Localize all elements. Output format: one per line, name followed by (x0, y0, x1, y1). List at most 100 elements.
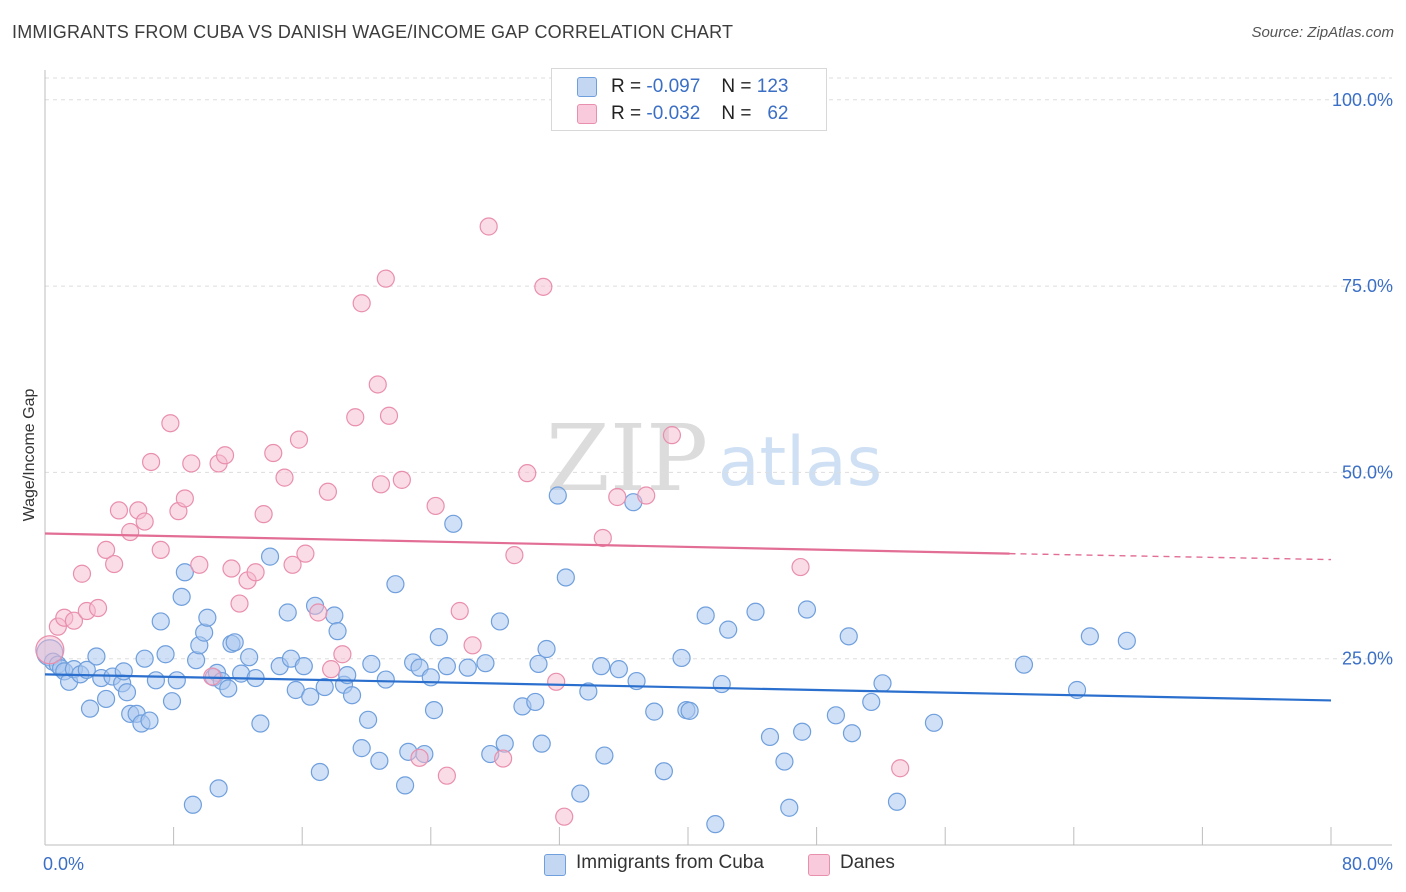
data-point-danes (662, 426, 682, 445)
legend-r-label: R = (611, 76, 642, 97)
y-tick-label: 100.0% (1332, 90, 1393, 110)
watermark-atlas: atlas (718, 423, 882, 502)
data-point-danes (215, 446, 235, 465)
data-point-cuba (370, 751, 389, 770)
legend-r-value: -0.032 (646, 103, 701, 124)
data-point-danes (121, 522, 140, 542)
data-point-cuba (162, 692, 182, 711)
data-point-cuba (429, 627, 448, 647)
data-point-danes (368, 375, 387, 394)
data-point-cuba (476, 654, 495, 673)
data-point-cuba (775, 752, 794, 771)
legend-n-label: N = (721, 76, 752, 97)
data-point-cuba (458, 658, 477, 677)
data-point-danes (379, 406, 399, 425)
data-point-cuba (595, 746, 614, 765)
data-point-cuba (352, 739, 371, 758)
data-point-danes (161, 414, 180, 433)
data-point-cuba (826, 706, 845, 725)
data-point-danes (151, 540, 170, 560)
data-point-danes (135, 512, 154, 531)
data-point-cuba (526, 692, 545, 712)
data-point-cuba (135, 649, 154, 668)
data-point-cuba (278, 603, 297, 622)
data-point-cuba (294, 657, 313, 676)
data-point-danes (608, 487, 627, 507)
data-point-danes (333, 645, 352, 664)
data-point-danes (296, 544, 315, 563)
data-point-cuba (156, 645, 175, 664)
data-point-cuba (198, 608, 217, 627)
data-point-danes (463, 636, 482, 655)
data-point-danes (505, 546, 524, 565)
data-point-danes (322, 660, 341, 679)
x-tick-label-left: 0.0% (43, 854, 84, 874)
data-point-cuba (183, 795, 202, 814)
data-point-danes (547, 672, 566, 691)
data-point-cuba (87, 647, 106, 666)
data-point-cuba (1014, 655, 1034, 674)
data-point-cuba (672, 648, 691, 668)
legend-r-label: R = (611, 103, 642, 124)
data-point-cuba (706, 815, 725, 834)
data-point-danes (96, 540, 116, 560)
data-point-cuba (424, 701, 444, 720)
bottom-legend-swatch-cuba (544, 854, 566, 876)
data-point-cuba (117, 683, 137, 702)
legend-n-label: N = (721, 103, 752, 124)
data-point-danes (352, 294, 371, 313)
data-point-cuba (609, 660, 628, 679)
data-point-cuba (537, 639, 556, 659)
data-point-cuba (532, 734, 551, 753)
data-point-cuba (395, 776, 415, 795)
legend-r-value: -0.097 (646, 76, 701, 97)
data-point-cuba (376, 670, 395, 689)
chart-title: IMMIGRANTS FROM CUBA VS DANISH WAGE/INCO… (12, 22, 734, 42)
data-point-danes (175, 489, 194, 508)
data-point-cuba (359, 710, 378, 729)
data-point-cuba (167, 671, 186, 690)
data-point-cuba (310, 762, 329, 782)
data-point-danes (309, 603, 328, 622)
data-point-danes (346, 408, 365, 427)
y-tick-label: 25.0% (1342, 649, 1393, 669)
data-point-cuba (325, 606, 344, 625)
trend-line-danes-extrapolated (1009, 552, 1332, 561)
data-point-danes (318, 482, 338, 501)
data-point-danes (275, 468, 294, 487)
data-point-cuba (225, 633, 244, 652)
data-point-cuba (548, 486, 567, 505)
bottom-legend-swatch-danes (808, 854, 830, 876)
data-point-danes (410, 748, 429, 767)
data-point-cuba (592, 657, 611, 676)
data-point-danes (593, 528, 612, 548)
data-point-cuba (842, 724, 862, 743)
data-point-danes (64, 611, 84, 630)
data-point-cuba (1080, 627, 1099, 646)
data-point-danes (371, 475, 391, 494)
data-point-cuba (175, 563, 194, 582)
data-point-danes (392, 470, 411, 489)
data-point-cuba (209, 779, 228, 798)
data-point-cuba (444, 514, 463, 533)
data-point-cuba (96, 689, 116, 709)
data-point-cuba (712, 674, 731, 694)
data-point-danes (534, 277, 553, 296)
data-point-cuba (151, 612, 170, 631)
data-point-cuba (114, 662, 133, 681)
data-point-cuba (386, 575, 405, 594)
data-point-danes (264, 443, 283, 463)
data-point-cuba (260, 547, 280, 566)
data-point-cuba (746, 602, 765, 621)
data-point-cuba (437, 657, 456, 676)
data-point-danes (72, 564, 92, 583)
data-point-cuba (862, 692, 881, 712)
y-tick-label: 75.0% (1342, 276, 1393, 296)
data-point-danes (791, 557, 810, 577)
data-point-danes (426, 496, 445, 516)
data-point-cuba (187, 651, 206, 670)
data-point-danes (222, 559, 241, 578)
data-point-danes (105, 554, 124, 574)
data-point-cuba (760, 727, 780, 747)
data-point-cuba (839, 627, 858, 646)
